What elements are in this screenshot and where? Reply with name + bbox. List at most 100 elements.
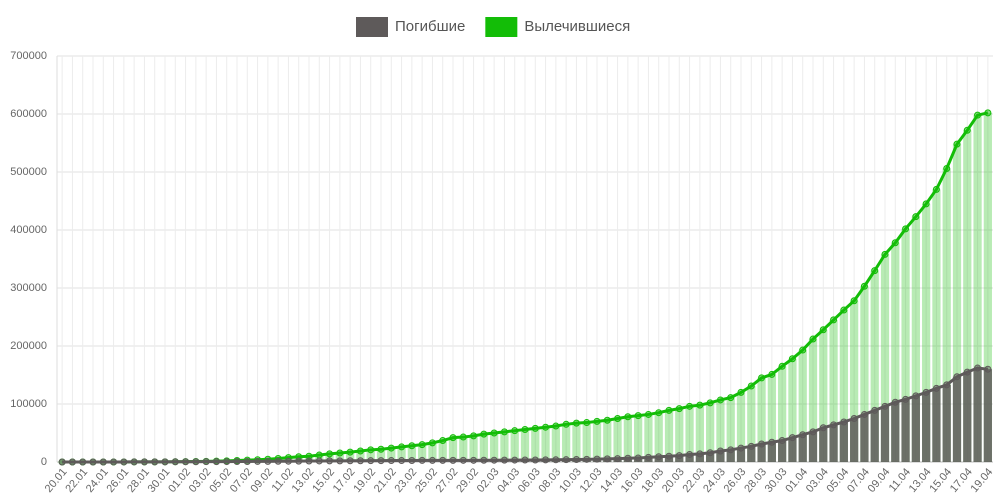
bar bbox=[685, 454, 694, 462]
bar bbox=[808, 339, 818, 462]
point bbox=[356, 457, 364, 465]
bar bbox=[829, 319, 838, 462]
bar bbox=[747, 386, 756, 462]
x-tick-label: 13.04 bbox=[907, 466, 934, 495]
point bbox=[305, 457, 313, 465]
point bbox=[480, 456, 488, 464]
point bbox=[922, 388, 930, 396]
point bbox=[634, 412, 642, 420]
point bbox=[716, 396, 724, 404]
point bbox=[974, 111, 982, 119]
bar bbox=[675, 408, 684, 462]
bar bbox=[551, 426, 560, 462]
bar bbox=[726, 449, 735, 462]
point bbox=[686, 402, 694, 410]
legend-swatch bbox=[485, 17, 518, 37]
point bbox=[696, 401, 704, 409]
point bbox=[367, 457, 375, 465]
bar bbox=[963, 130, 972, 463]
x-tick-label: 27.02 bbox=[434, 466, 461, 495]
point bbox=[274, 457, 282, 465]
point bbox=[912, 213, 920, 221]
point bbox=[326, 457, 334, 465]
point bbox=[120, 458, 128, 466]
x-tick-label: 22.01 bbox=[63, 466, 90, 495]
x-tick-label: 14.03 bbox=[598, 466, 625, 495]
point bbox=[212, 458, 220, 466]
point bbox=[439, 456, 447, 464]
bar bbox=[757, 377, 766, 462]
point bbox=[809, 335, 817, 343]
point bbox=[624, 413, 632, 421]
point bbox=[932, 185, 940, 193]
bar bbox=[911, 395, 920, 462]
y-tick-label: 0 bbox=[41, 456, 47, 468]
point bbox=[634, 454, 642, 462]
point bbox=[974, 364, 982, 372]
bar bbox=[860, 286, 869, 462]
point bbox=[943, 381, 951, 389]
bar bbox=[634, 415, 643, 462]
point bbox=[315, 451, 323, 459]
x-tick-label: 06.03 bbox=[516, 466, 543, 495]
point bbox=[542, 456, 550, 464]
x-tick-label: 05.02 bbox=[207, 466, 234, 495]
point bbox=[675, 405, 683, 413]
x-tick-label: 23.02 bbox=[392, 466, 419, 495]
x-tick-label: 13.02 bbox=[290, 466, 317, 495]
x-tick-label: 04.03 bbox=[495, 466, 522, 495]
bar bbox=[695, 405, 704, 462]
legend-label: Погибшие bbox=[395, 18, 465, 35]
point bbox=[459, 433, 467, 441]
y-tick-label: 100000 bbox=[10, 398, 47, 410]
bar bbox=[531, 428, 540, 462]
x-tick-label: 24.03 bbox=[701, 466, 728, 495]
point bbox=[696, 450, 704, 458]
bar bbox=[839, 421, 848, 462]
point bbox=[254, 457, 262, 465]
point bbox=[932, 384, 940, 392]
point bbox=[716, 447, 724, 455]
bar bbox=[870, 410, 879, 462]
point bbox=[470, 432, 478, 440]
y-tick-label: 500000 bbox=[10, 166, 47, 178]
point bbox=[778, 437, 786, 445]
point bbox=[593, 417, 601, 425]
point bbox=[737, 388, 745, 396]
point bbox=[840, 418, 848, 426]
bar bbox=[654, 412, 663, 462]
bar bbox=[582, 422, 591, 462]
bar bbox=[603, 420, 612, 462]
x-tick-label: 15.02 bbox=[310, 466, 337, 495]
legend-swatch bbox=[356, 17, 388, 37]
point bbox=[89, 458, 97, 466]
bar bbox=[592, 421, 602, 462]
bar bbox=[346, 452, 355, 462]
point bbox=[552, 422, 560, 430]
x-tick-label: 19.04 bbox=[968, 466, 995, 495]
bar bbox=[819, 427, 828, 462]
point bbox=[408, 456, 416, 464]
point bbox=[902, 225, 910, 233]
point bbox=[963, 368, 971, 376]
bar bbox=[757, 444, 766, 462]
bar bbox=[490, 433, 499, 462]
x-tick-label: 01.02 bbox=[166, 466, 193, 495]
bar bbox=[932, 189, 941, 462]
point bbox=[850, 297, 858, 305]
point bbox=[140, 458, 148, 466]
point bbox=[788, 355, 796, 363]
bar bbox=[387, 448, 396, 462]
bar bbox=[706, 402, 715, 462]
point bbox=[542, 423, 550, 431]
bar bbox=[356, 450, 365, 462]
point bbox=[583, 419, 591, 427]
point bbox=[500, 428, 508, 436]
point bbox=[891, 239, 899, 247]
x-tick-label: 01.04 bbox=[783, 466, 810, 495]
point bbox=[830, 421, 838, 429]
x-tick-label: 29.02 bbox=[454, 466, 481, 495]
bar bbox=[479, 434, 488, 462]
bar bbox=[726, 397, 735, 462]
point bbox=[223, 458, 231, 466]
